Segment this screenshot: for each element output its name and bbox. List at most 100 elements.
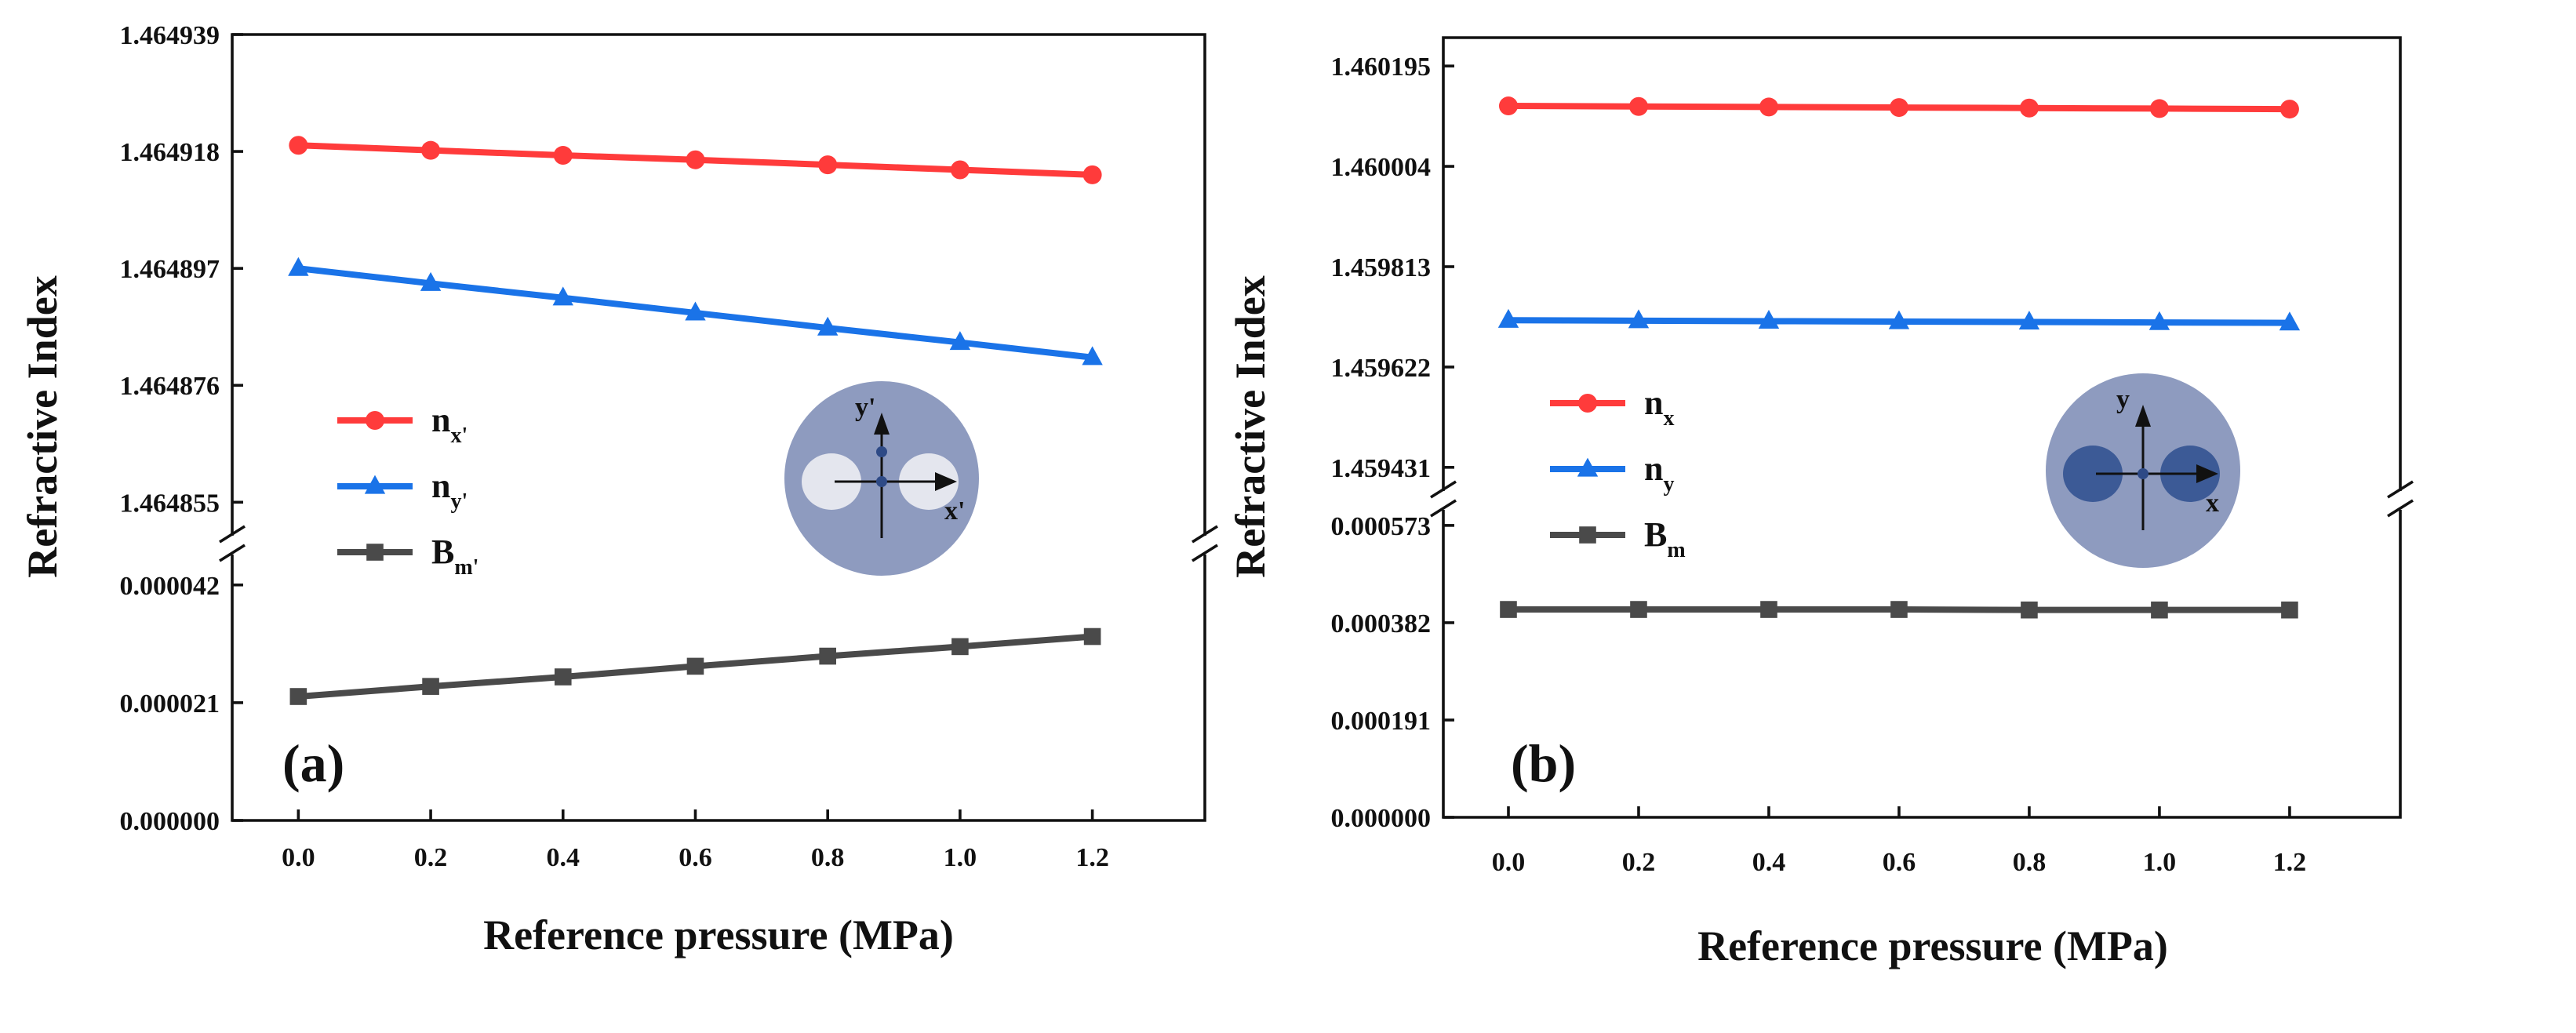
- legend-name: n: [1644, 384, 1663, 422]
- data-point: [1759, 97, 1778, 117]
- data-point: [818, 155, 838, 175]
- x-tick-label: 1.0: [944, 843, 977, 872]
- fiber-center-dot: [2138, 468, 2148, 479]
- data-point: [685, 301, 706, 321]
- data-point: [1630, 601, 1647, 618]
- arrowhead-icon: [874, 413, 890, 435]
- plot-frame: [231, 33, 1206, 822]
- legend-label: ny: [1644, 449, 1674, 496]
- data-point: [2019, 98, 2039, 118]
- data-point: [2021, 601, 2038, 619]
- x-tick-label: 0.2: [414, 843, 448, 872]
- legend-entry: Bm': [337, 533, 478, 580]
- x-tick-label: 0.0: [1492, 848, 1526, 877]
- inset-y-label: y': [855, 393, 875, 422]
- axis-break-mark-left: [219, 525, 246, 562]
- data-point: [1758, 310, 1780, 329]
- inset-x-label: x': [944, 496, 965, 526]
- fiber-core-left: [802, 453, 861, 510]
- data-point: [2148, 311, 2170, 330]
- data-point: [2151, 601, 2168, 619]
- data-point: [366, 544, 384, 561]
- x-tick-label: 1.0: [2143, 848, 2177, 877]
- data-point: [686, 657, 704, 675]
- legend-subscript: x: [1663, 406, 1674, 431]
- plot-frame: [1442, 36, 2402, 819]
- y-tick-label: 1.460195: [1331, 53, 1432, 82]
- legend-name: n: [431, 467, 450, 505]
- data-point: [950, 160, 970, 180]
- legend-entry: ny: [1550, 449, 1674, 496]
- data-point: [422, 678, 439, 695]
- data-point: [1082, 346, 1103, 366]
- fiber-cross-section-inset: y' x': [784, 381, 979, 576]
- x-tick-label: 0.2: [1622, 848, 1656, 877]
- arrowhead-icon: [2196, 464, 2218, 483]
- data-point: [1497, 308, 1519, 328]
- offset-dot: [876, 446, 887, 457]
- legend-name: n: [1644, 449, 1663, 488]
- data-point: [2281, 601, 2298, 619]
- legend-subscript: m': [454, 555, 478, 580]
- data-point: [364, 475, 386, 494]
- y-tick-label: 1.464939: [120, 21, 220, 50]
- inset-y-label: y: [2116, 385, 2130, 414]
- series-B-m: [1500, 601, 2298, 619]
- y-tick-label: 0.000021: [120, 689, 220, 718]
- legend-label: nx: [1644, 384, 1674, 431]
- axis-break-mark-right: [1192, 525, 1218, 562]
- data-point: [289, 688, 307, 705]
- series-n-y': [288, 256, 1103, 366]
- legend-entry: nx: [1550, 384, 1674, 431]
- fiber-core-left: [2063, 446, 2123, 502]
- y-tick-label: 1.460004: [1331, 153, 1432, 182]
- legend-label: Bm: [1644, 515, 1686, 562]
- y-tick-label: 1.459431: [1331, 454, 1432, 483]
- data-point: [1500, 601, 1517, 618]
- legend-subscript: y: [1663, 472, 1674, 496]
- legend-subscript: y': [450, 489, 468, 514]
- data-point: [1579, 526, 1596, 544]
- data-point: [1760, 601, 1777, 618]
- data-point: [289, 136, 308, 155]
- data-point: [1578, 394, 1597, 413]
- data-point: [552, 286, 573, 306]
- data-point: [1890, 601, 1908, 618]
- data-point: [2279, 100, 2299, 119]
- arrowhead-icon: [2135, 405, 2151, 427]
- legend-name: n: [431, 401, 450, 439]
- x-axis-title: Reference pressure (MPa): [483, 911, 954, 958]
- data-point: [1083, 627, 1101, 646]
- arrowhead-icon: [935, 472, 957, 491]
- data-point: [1577, 457, 1599, 477]
- y-tick-label: 1.464918: [120, 138, 220, 167]
- data-point: [1889, 98, 1908, 118]
- legend-label: ny': [431, 467, 468, 514]
- legend-entry: Bm: [1550, 515, 1686, 562]
- x-tick-label: 0.0: [282, 843, 315, 872]
- x-tick-label: 0.6: [679, 843, 712, 872]
- series-n-x: [1498, 96, 2299, 119]
- y-tick-label: 1.464855: [120, 489, 220, 518]
- data-point: [686, 150, 705, 169]
- x-tick-label: 0.8: [811, 843, 845, 872]
- data-point: [817, 316, 839, 336]
- data-point: [819, 647, 836, 665]
- panel-label: (b): [1511, 733, 1576, 793]
- legend-label: Bm': [431, 533, 478, 580]
- data-point: [1888, 310, 1910, 329]
- y-tick-label: 0.000000: [1331, 804, 1432, 833]
- data-point: [1498, 96, 1518, 116]
- y-tick-label: 0.000042: [120, 572, 220, 601]
- series-n-y: [1497, 308, 2301, 331]
- legend-entry: ny': [337, 467, 468, 514]
- data-point: [951, 638, 969, 656]
- data-point: [1082, 165, 1102, 184]
- y-tick-label: 1.459622: [1331, 354, 1432, 383]
- data-point: [2279, 311, 2301, 331]
- data-point: [2018, 311, 2040, 330]
- data-point: [366, 411, 384, 430]
- y-tick-label: 1.464897: [120, 255, 220, 284]
- legend-subscript: x': [450, 424, 468, 448]
